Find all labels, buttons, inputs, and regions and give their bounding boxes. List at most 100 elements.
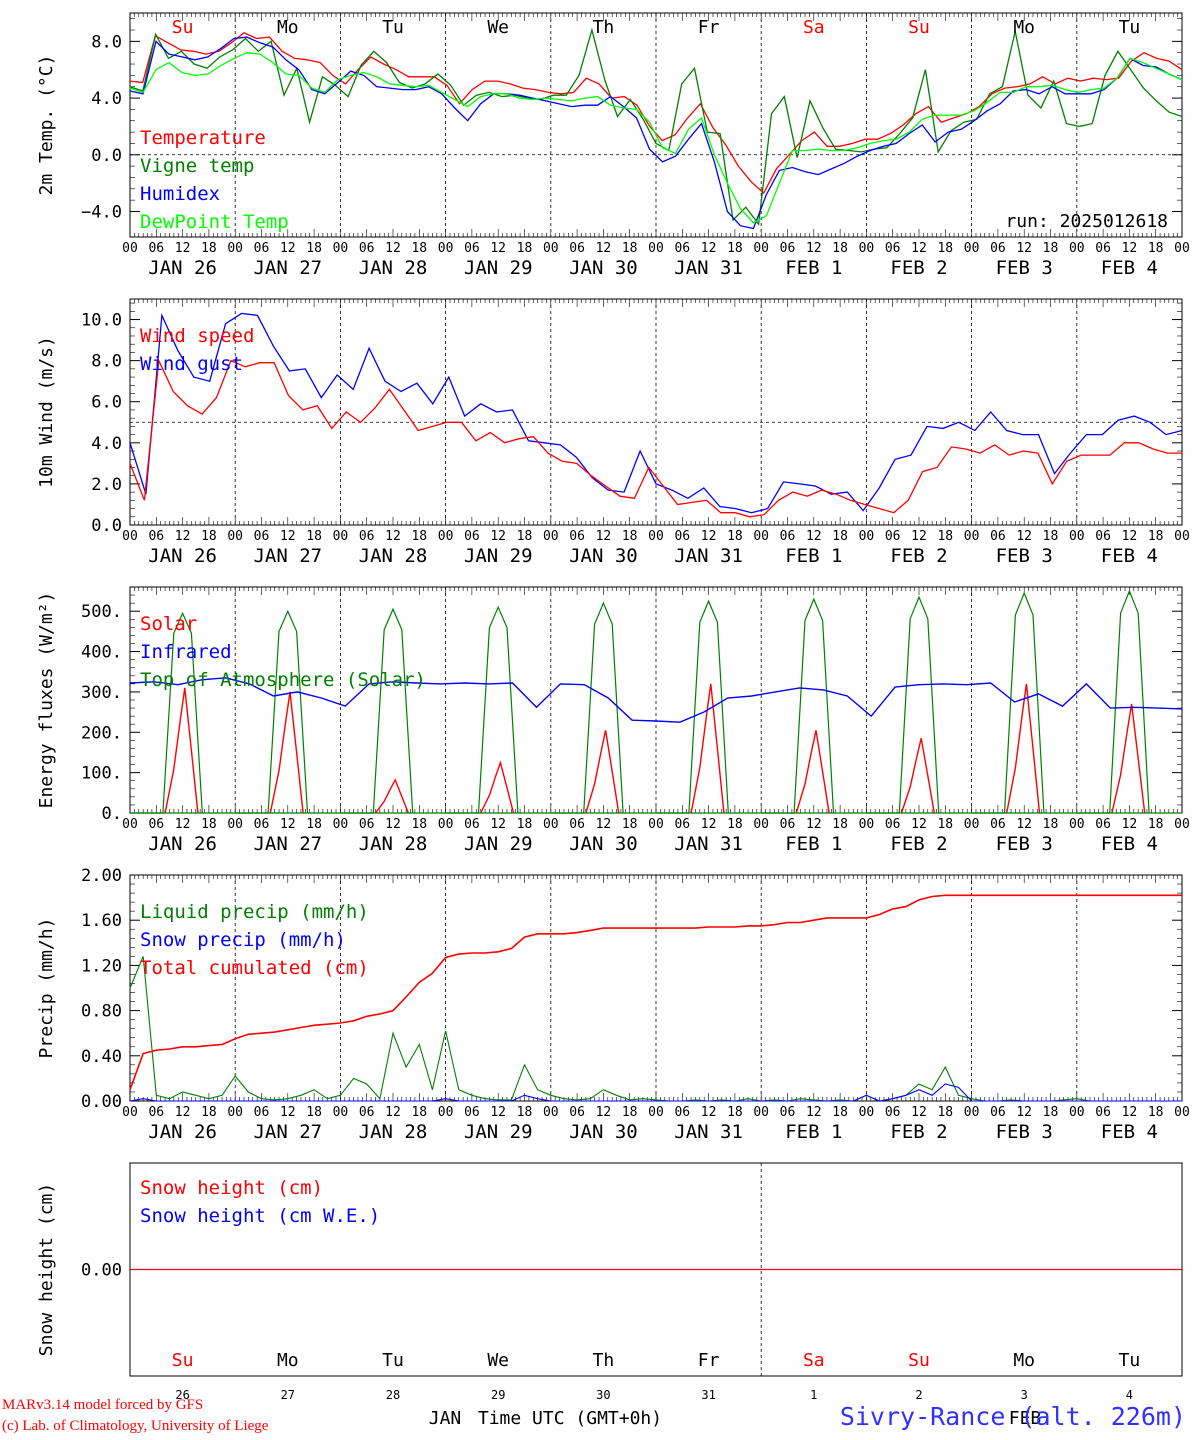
hour-tick-label: 06 <box>780 241 796 256</box>
hour-tick-label: 18 <box>937 529 953 544</box>
hour-tick-label: 12 <box>911 241 927 256</box>
hour-tick-label: 00 <box>1174 529 1190 544</box>
weekday-label: Fr <box>698 1350 720 1371</box>
weekday-label: Su <box>908 1350 930 1371</box>
hour-tick-label: 18 <box>517 529 533 544</box>
hour-tick-label: 12 <box>490 529 506 544</box>
hour-tick-label: 12 <box>385 529 401 544</box>
hour-tick-label: 18 <box>1148 817 1164 832</box>
hour-tick-label: 00 <box>964 817 980 832</box>
hour-tick-label: 00 <box>333 529 349 544</box>
infrared-line <box>129 677 1183 723</box>
weekday-label: Mo <box>1013 17 1035 38</box>
date-tick-label: FEB 4 <box>1101 257 1158 279</box>
hour-tick-label: 06 <box>990 817 1006 832</box>
date-tick-label: JAN 31 <box>674 545 743 567</box>
hour-tick-label: 12 <box>175 817 191 832</box>
weekday-label: Tu <box>1119 17 1141 38</box>
hour-tick-label: 06 <box>254 241 270 256</box>
hour-tick-label: 06 <box>254 817 270 832</box>
hour-tick-label: 12 <box>701 817 717 832</box>
hour-tick-label: 12 <box>806 817 822 832</box>
hour-tick-label: 18 <box>832 817 848 832</box>
legend-entry: Solar <box>140 613 197 635</box>
hour-tick-label: 00 <box>648 241 664 256</box>
hour-tick-label: 00 <box>543 1105 559 1120</box>
hour-tick-label: 12 <box>280 241 296 256</box>
hour-tick-label: 06 <box>990 529 1006 544</box>
hour-tick-label: 18 <box>1043 529 1059 544</box>
y-tick-label: 10.0 <box>81 311 122 331</box>
y-tick-label: 2.0 <box>91 475 122 495</box>
date-tick-label: JAN 31 <box>674 1121 743 1143</box>
day-number-label: 28 <box>386 1388 400 1402</box>
hour-tick-label: 00 <box>438 1105 454 1120</box>
hour-tick-label: 18 <box>622 1105 638 1120</box>
hour-tick-label: 18 <box>727 529 743 544</box>
toa-solar-line <box>445 605 519 814</box>
hour-tick-label: 12 <box>385 817 401 832</box>
weekday-label: Fr <box>698 17 720 38</box>
hour-tick-label: 18 <box>622 241 638 256</box>
month-label: JAN <box>429 1408 462 1429</box>
hour-tick-label: 06 <box>464 241 480 256</box>
y-axis-label: Snow height (cm) <box>36 1183 57 1356</box>
hour-tick-label: 00 <box>543 817 559 832</box>
hour-tick-label: 00 <box>438 817 454 832</box>
date-tick-label: FEB 2 <box>890 1121 947 1143</box>
solar-line <box>585 730 620 814</box>
footer-credit-1: MARv3.14 model forced by GFS <box>2 1397 204 1413</box>
hour-tick-label: 12 <box>1016 529 1032 544</box>
hour-tick-label: 06 <box>885 241 901 256</box>
series-line <box>129 312 1183 514</box>
hour-tick-label: 12 <box>596 817 612 832</box>
y-tick-label: 500. <box>81 602 122 622</box>
y-tick-label: 8.0 <box>91 352 122 372</box>
day-number-label: 30 <box>596 1388 610 1402</box>
y-tick-label: 200. <box>81 723 122 743</box>
hour-tick-label: 12 <box>385 1105 401 1120</box>
weekday-label: We <box>487 1350 509 1371</box>
hour-tick-label: 06 <box>780 817 796 832</box>
solar-line <box>164 687 199 814</box>
date-tick-label: FEB 2 <box>890 545 947 567</box>
solar-line <box>269 691 304 814</box>
date-tick-label: FEB 1 <box>785 545 842 567</box>
weekday-label: Su <box>172 1350 194 1371</box>
solar-line <box>900 738 935 814</box>
hour-tick-label: 06 <box>464 1105 480 1120</box>
hour-tick-label: 00 <box>543 241 559 256</box>
hour-tick-label: 12 <box>280 817 296 832</box>
legend-entry: Vigne temp <box>140 155 254 177</box>
legend-entry: Snow precip (mm/h) <box>140 929 346 951</box>
hour-tick-label: 12 <box>490 241 506 256</box>
hour-tick-label: 18 <box>306 529 322 544</box>
date-tick-label: JAN 29 <box>464 545 533 567</box>
series-line <box>129 32 1183 195</box>
date-tick-label: JAN 29 <box>464 1121 533 1143</box>
date-tick-label: JAN 26 <box>148 833 217 855</box>
hour-tick-label: 00 <box>1069 1105 1085 1120</box>
day-number-label: 1 <box>810 1388 817 1402</box>
hour-tick-label: 12 <box>1016 1105 1032 1120</box>
hour-tick-label: 18 <box>1043 241 1059 256</box>
date-tick-label: FEB 3 <box>996 545 1053 567</box>
hour-tick-label: 18 <box>622 529 638 544</box>
hour-tick-label: 18 <box>727 817 743 832</box>
hour-tick-label: 00 <box>964 241 980 256</box>
date-tick-label: JAN 28 <box>359 1121 428 1143</box>
hour-tick-label: 00 <box>122 529 138 544</box>
hour-tick-label: 18 <box>306 241 322 256</box>
hour-tick-label: 00 <box>122 817 138 832</box>
day-number-label: 29 <box>491 1388 505 1402</box>
date-tick-label: JAN 26 <box>148 257 217 279</box>
solar-line <box>795 730 830 814</box>
date-tick-label: JAN 29 <box>464 833 533 855</box>
day-number-label: 26 <box>175 1388 189 1402</box>
hour-tick-label: 12 <box>596 1105 612 1120</box>
hour-tick-label: 18 <box>1148 1105 1164 1120</box>
legend-entry: Total cumulated (cm) <box>140 957 369 979</box>
weekday-label: Mo <box>277 17 299 38</box>
hour-tick-label: 18 <box>411 1105 427 1120</box>
